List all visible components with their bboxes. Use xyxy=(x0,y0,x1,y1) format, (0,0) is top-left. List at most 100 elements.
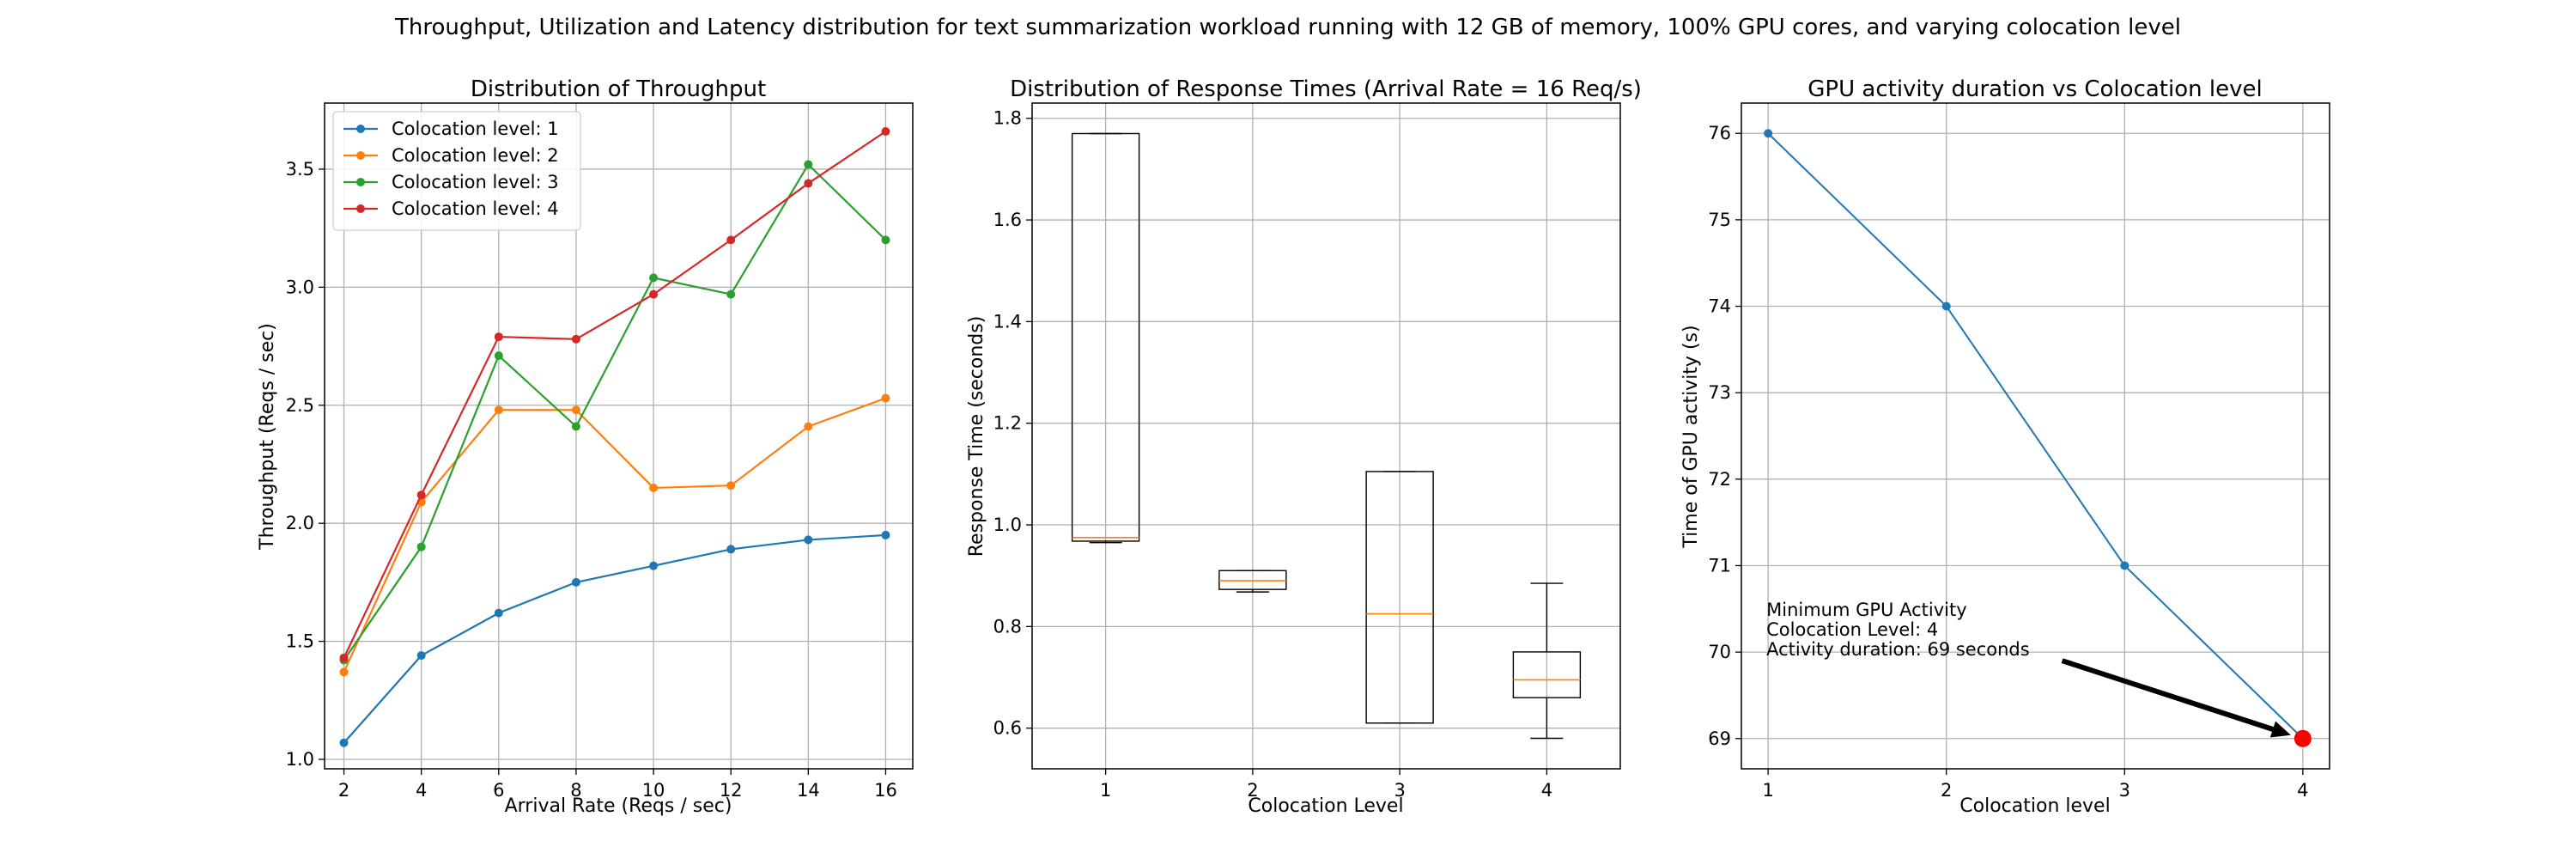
annotation-line-1: Minimum GPU Activity xyxy=(1766,600,1967,620)
gpu-activity-line xyxy=(1767,132,2304,740)
throughput-x-label: Arrival Rate (Reqs / sec) xyxy=(505,795,732,817)
interquartile-box xyxy=(1512,651,1582,698)
series-line-level-2 xyxy=(343,397,886,673)
data-point-level-3 xyxy=(726,289,736,299)
data-point-level-2 xyxy=(571,405,580,415)
gpu-activity-y-tick-label: 73 xyxy=(1708,382,1731,403)
gpu-activity-y-tick-label: 71 xyxy=(1708,555,1731,576)
response-time-axes-frame xyxy=(1031,102,1621,770)
data-point-level-1 xyxy=(881,530,890,539)
gpu-activity-y-tick-label: 72 xyxy=(1708,469,1731,490)
response-time-y-tick-label: 0.6 xyxy=(993,718,1022,739)
gpu-activity-y-tick-label: 70 xyxy=(1708,642,1731,662)
data-point-level-1 xyxy=(804,535,813,545)
response-time-x-tick-label: 2 xyxy=(1247,780,1258,801)
gpu-activity-chart: GPU activity duration vs Colocation leve… xyxy=(1680,76,2330,817)
throughput-x-tick-label: 2 xyxy=(338,780,349,801)
data-point-level-3 xyxy=(416,542,426,551)
data-point-level-3 xyxy=(494,351,503,361)
legend-label-level-4: Colocation level: 4 xyxy=(392,198,559,219)
data-point-level-4 xyxy=(726,235,736,245)
box-level-3 xyxy=(1365,471,1434,724)
throughput-x-tick-label: 16 xyxy=(874,780,897,801)
data-point-level-4 xyxy=(571,334,580,344)
gpu-activity-point xyxy=(1941,302,1951,311)
response-time-y-tick-label: 0.8 xyxy=(993,616,1022,637)
response-time-x-tick-label: 3 xyxy=(1394,780,1405,801)
series-line-level-1 xyxy=(343,533,886,744)
throughput-chart: Distribution of Throughput Arrival Rate … xyxy=(257,76,914,817)
response-time-x-label: Colocation Level xyxy=(1248,795,1403,817)
gpu-activity-chart-title: GPU activity duration vs Colocation leve… xyxy=(1807,76,2262,102)
throughput-x-tick-label: 8 xyxy=(570,780,581,801)
annotation-line-2: Colocation Level: 4 xyxy=(1766,619,1938,640)
interquartile-box xyxy=(1071,132,1140,542)
data-point-level-1 xyxy=(339,738,349,747)
throughput-y-tick-label: 1.0 xyxy=(286,749,314,770)
data-point-level-2 xyxy=(649,483,659,492)
legend-label-level-1: Colocation level: 1 xyxy=(392,119,559,139)
throughput-y-tick-label: 3.5 xyxy=(286,159,314,180)
data-point-level-4 xyxy=(649,289,659,299)
throughput-x-tick-label: 4 xyxy=(416,780,427,801)
throughput-x-tick-label: 6 xyxy=(493,780,504,801)
response-time-y-tick-label: 1.2 xyxy=(993,413,1022,434)
figure-title: Throughput, Utilization and Latency dist… xyxy=(394,15,2181,40)
data-point-level-4 xyxy=(339,653,349,662)
throughput-x-tick-label: 14 xyxy=(797,780,820,801)
annotation-line-3: Activity duration: 69 seconds xyxy=(1766,639,2030,660)
gpu-activity-y-label: Time of GPU activity (s) xyxy=(1680,325,1702,548)
throughput-y-tick-label: 1.5 xyxy=(286,631,314,652)
series-line-level-4 xyxy=(343,131,887,659)
annotation-arrow-head xyxy=(2269,721,2291,738)
minimum-activity-marker xyxy=(2293,729,2312,747)
throughput-chart-title: Distribution of Throughput xyxy=(471,76,766,102)
response-time-chart: Distribution of Response Times (Arrival … xyxy=(966,76,1642,817)
data-point-level-3 xyxy=(649,273,659,283)
throughput-axes-frame xyxy=(324,102,914,770)
throughput-y-label: Throughput (Reqs / sec) xyxy=(257,323,278,551)
gpu-activity-y-tick-label: 74 xyxy=(1708,296,1731,317)
gpu-activity-y-tick-label: 76 xyxy=(1708,123,1731,143)
gpu-activity-x-tick-label: 2 xyxy=(1941,780,1952,801)
gpu-activity-x-label: Colocation level xyxy=(1959,795,2110,817)
response-time-y-tick-label: 1.8 xyxy=(993,108,1022,129)
data-point-level-1 xyxy=(726,545,736,554)
data-point-level-2 xyxy=(726,481,736,490)
legend-marker-level-1 xyxy=(356,125,365,133)
response-time-x-tick-label: 1 xyxy=(1100,780,1111,801)
box-level-2 xyxy=(1218,570,1287,593)
response-time-x-tick-label: 4 xyxy=(1541,780,1552,801)
legend-frame xyxy=(332,111,581,231)
response-time-y-tick-label: 1.4 xyxy=(993,311,1022,332)
legend-label-level-3: Colocation level: 3 xyxy=(392,172,559,192)
throughput-y-tick-label: 2.0 xyxy=(286,513,314,533)
box-level-1 xyxy=(1071,132,1140,544)
data-point-level-1 xyxy=(494,608,503,618)
legend-marker-level-2 xyxy=(356,151,365,160)
response-time-y-tick-label: 1.6 xyxy=(993,210,1022,230)
legend-marker-level-4 xyxy=(356,204,365,213)
data-point-level-1 xyxy=(571,577,580,587)
response-time-y-label: Response Time (seconds) xyxy=(966,316,987,557)
data-point-level-3 xyxy=(571,422,580,431)
response-time-chart-title: Distribution of Response Times (Arrival … xyxy=(1010,76,1642,102)
data-point-level-2 xyxy=(494,405,503,415)
gpu-activity-x-tick-label: 4 xyxy=(2297,780,2308,801)
interquartile-box xyxy=(1218,570,1287,590)
gpu-activity-point xyxy=(2120,561,2129,570)
gpu-activity-y-tick-label: 69 xyxy=(1708,728,1731,749)
throughput-y-tick-label: 2.5 xyxy=(286,395,314,416)
gpu-activity-x-tick-label: 3 xyxy=(2119,780,2130,801)
throughput-x-tick-label: 12 xyxy=(720,780,743,801)
legend-label-level-2: Colocation level: 2 xyxy=(392,145,559,166)
throughput-legend: Colocation level: 1 Colocation level: 2 Co… xyxy=(332,111,581,231)
data-point-level-3 xyxy=(804,160,813,169)
interquartile-box xyxy=(1365,471,1434,724)
gpu-activity-axes-frame xyxy=(1741,102,2330,770)
throughput-x-tick-label: 10 xyxy=(642,780,665,801)
data-point-level-4 xyxy=(494,332,503,342)
data-point-level-4 xyxy=(416,490,426,500)
gpu-activity-point xyxy=(1764,129,1773,138)
